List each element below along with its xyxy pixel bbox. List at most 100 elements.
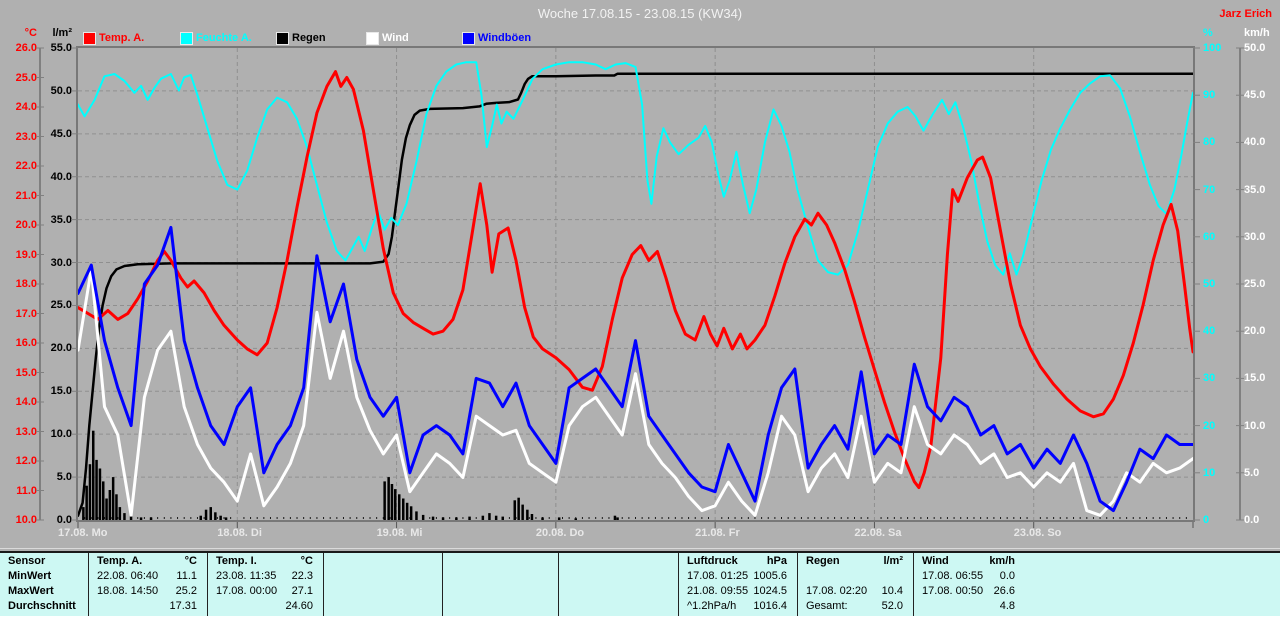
axis-unit-rain: l/m² [52, 27, 72, 39]
tick-label-temp: 20.0 [15, 219, 37, 231]
rain-bar [409, 506, 413, 520]
table-cell-value: 25.2 [175, 585, 197, 597]
rain-bar [204, 509, 208, 520]
tick-label-wind: 5.0 [1244, 466, 1260, 479]
tick-label-wind: 40.0 [1244, 136, 1266, 149]
axis-unit-humidity: % [1203, 27, 1213, 39]
rain-bar [530, 514, 534, 520]
rain-bar [199, 515, 202, 520]
table-column-divider [323, 553, 324, 616]
tick-label-humidity: 0 [1203, 514, 1210, 526]
legend-swatch-temp-a- [83, 32, 96, 45]
tick-label-rain: 50.0 [50, 84, 72, 97]
owner-label: Jarz Erich [1219, 8, 1272, 20]
rain-bar [139, 517, 143, 520]
table-background [0, 553, 1280, 616]
tick-label-wind: 0.0 [1244, 514, 1260, 526]
table-column-divider [88, 553, 89, 616]
tick-label-humidity: 20 [1203, 419, 1216, 432]
rain-bar [105, 498, 108, 520]
tick-label-temp: 19.0 [15, 248, 37, 261]
series-wind [78, 267, 1193, 517]
tick-label-humidity: 30 [1203, 372, 1216, 385]
tick-label-temp: 13.0 [15, 425, 37, 438]
rain-bar [468, 516, 471, 520]
tick-label-temp: 21.0 [15, 189, 37, 202]
legend-swatch-wind [366, 32, 379, 45]
table-column-divider [442, 553, 443, 616]
tick-label-wind: 20.0 [1244, 325, 1266, 338]
rain-bar [513, 500, 516, 520]
rain-bar [613, 515, 617, 520]
legend-label: Regen [292, 32, 326, 44]
rain-bar [517, 497, 520, 520]
rain-bar [441, 517, 445, 520]
tick-label-humidity: 70 [1203, 183, 1216, 196]
table-cell-value: 1024.5 [753, 585, 787, 597]
table-col-unit: l/m² [883, 555, 903, 567]
table-col-unit: °C [300, 555, 313, 567]
legend-swatch-feuchte-a- [180, 32, 193, 45]
rain-bar [394, 489, 397, 520]
table-col-header: Wind [922, 555, 949, 567]
rain-bar [557, 517, 561, 520]
tick-label-temp: 24.0 [15, 101, 37, 113]
tick-label-wind: 45.0 [1244, 89, 1266, 102]
table-cell-time: 18.08. 14:50 [97, 585, 159, 597]
rain-bar [398, 494, 401, 520]
tick-label-rain: 15.0 [50, 385, 72, 398]
tick-label-rain: 35.0 [50, 213, 72, 226]
rain-bar [574, 518, 577, 520]
table-column-divider [558, 553, 559, 616]
tick-label-temp: 23.0 [15, 130, 37, 143]
rain-bar [405, 502, 409, 520]
tick-label-wind: 25.0 [1244, 278, 1266, 290]
table-cell-value: 24.60 [285, 600, 313, 612]
series-feuchte-a- [78, 61, 1193, 276]
tick-label-rain: 25.0 [50, 299, 72, 312]
table-cell-value: 17.31 [169, 600, 197, 612]
tick-label-humidity: 10 [1203, 466, 1216, 479]
table-cell-time: ^1.2hPa/h [687, 600, 737, 612]
table-separator-dark [0, 551, 1280, 553]
tick-label-temp: 10.0 [15, 514, 37, 526]
table-cell-value: 52.0 [881, 600, 903, 612]
rain-bar [224, 517, 228, 520]
tick-label-wind: 35.0 [1244, 183, 1266, 196]
x-day-label: 20.08. Do [535, 527, 585, 539]
table-col-header: Luftdruck [687, 555, 738, 567]
rain-bar [209, 507, 212, 520]
tick-label-temp: 14.0 [15, 396, 37, 408]
tick-label-rain: 5.0 [56, 471, 72, 484]
series-windb-en [78, 225, 1193, 513]
table-cell-time: Gesamt: [806, 600, 848, 612]
rain-bar [494, 515, 498, 520]
tick-label-temp: 15.0 [15, 366, 37, 379]
rain-bar [616, 517, 619, 520]
rain-bar [501, 516, 504, 520]
legend-label: Feuchte A. [196, 32, 252, 44]
table-col-header: Regen [806, 555, 840, 567]
tick-label-wind: 15.0 [1244, 372, 1266, 385]
tick-label-temp: 11.0 [16, 484, 37, 497]
tick-label-temp: 12.0 [15, 455, 37, 467]
table-cell-value: 22.3 [291, 570, 313, 582]
rain-bar [455, 517, 458, 520]
tick-label-humidity: 60 [1203, 230, 1216, 243]
table-bottom-strip [0, 616, 1280, 625]
table-row-label: MaxWert [8, 585, 54, 597]
tick-label-temp: 18.0 [15, 278, 37, 290]
rain-bar [390, 484, 394, 520]
table-cell-value: 0.0 [999, 570, 1015, 582]
rain-bar [214, 512, 217, 520]
rain-bar [111, 477, 115, 520]
series-temp-a- [78, 70, 1193, 490]
table-row-label: Durchschnitt [8, 600, 76, 612]
axis-unit-temp: °C [24, 27, 37, 39]
rain-bar [98, 468, 102, 520]
table-col-unit: °C [184, 555, 197, 567]
tick-label-wind: 50.0 [1244, 42, 1266, 54]
table-cell-time: 17.08. 02:20 [806, 585, 868, 597]
rain-bar [108, 490, 112, 520]
rain-bar [149, 517, 153, 520]
